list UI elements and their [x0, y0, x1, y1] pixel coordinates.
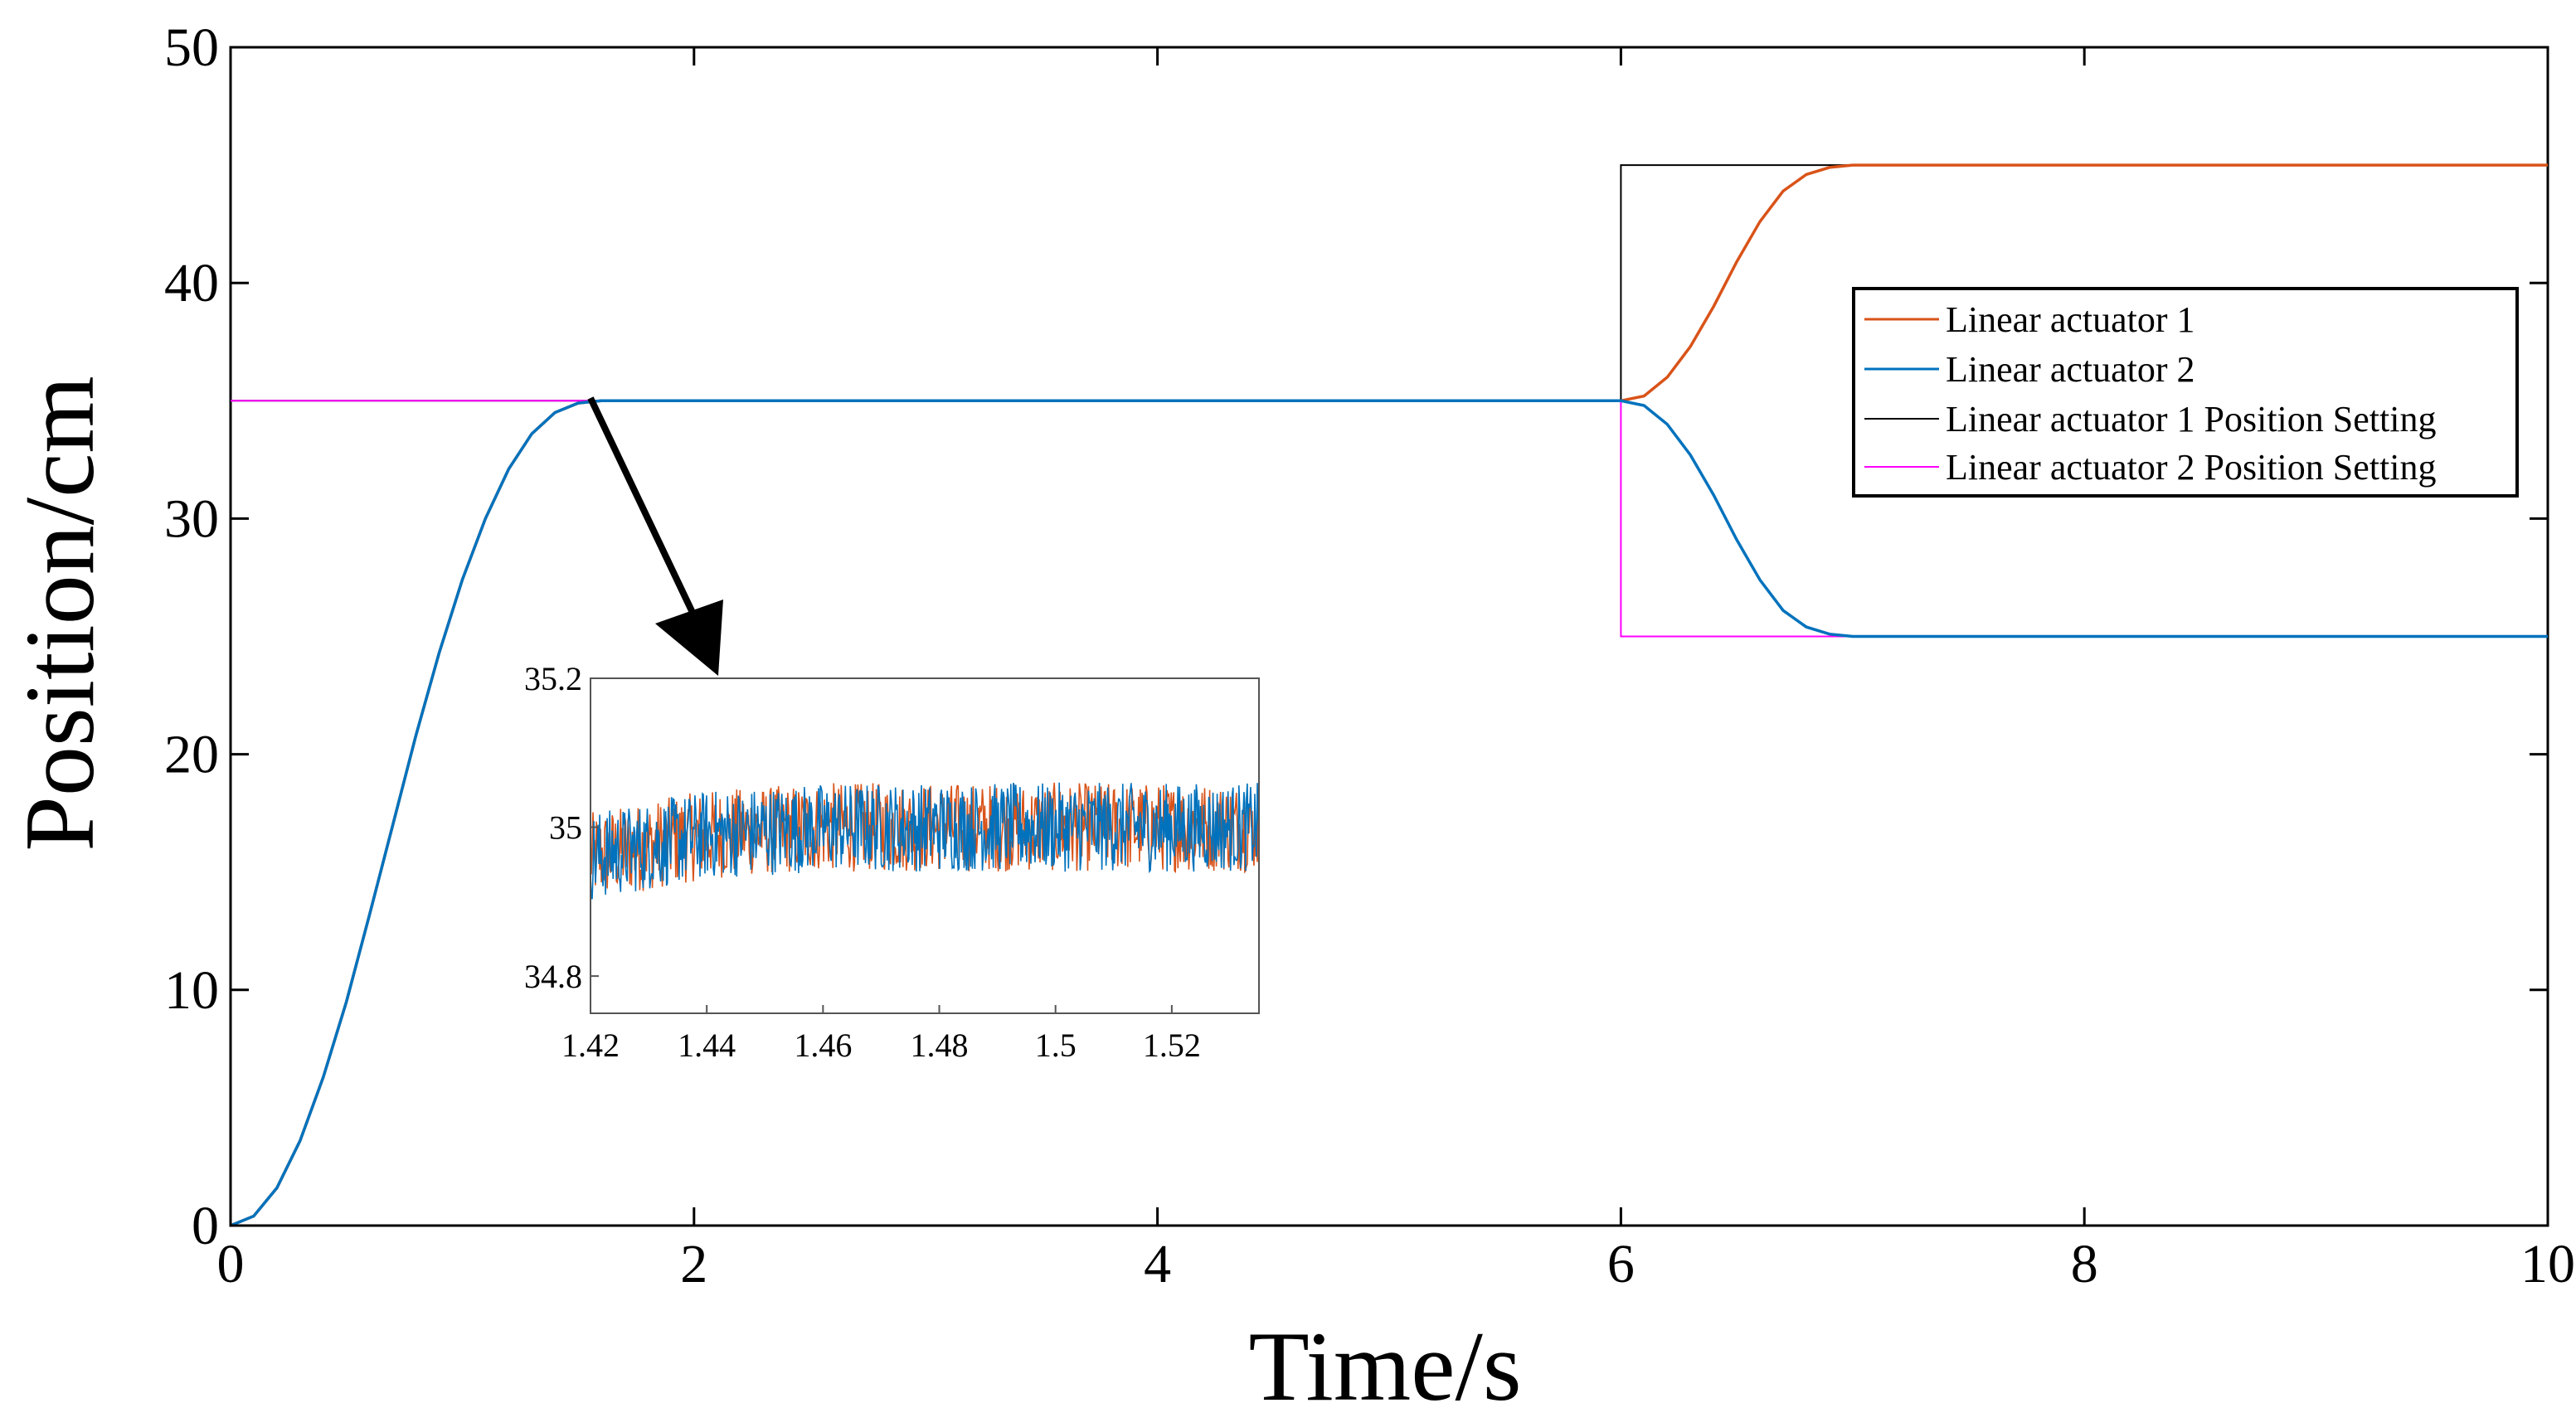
legend-box	[1852, 287, 2519, 498]
legend-label: Linear actuator 1	[1946, 299, 2195, 340]
x-tick-label: 8	[2071, 1234, 2098, 1294]
inset-x-tick-label: 1.5	[1035, 1027, 1077, 1064]
series-line-2	[230, 399, 2548, 1227]
zoom-arrow-shaft	[587, 396, 698, 619]
legend-label: Linear actuator 2	[1946, 349, 2195, 390]
x-axis-label: Time/s	[1248, 1311, 1521, 1408]
inset-axes: 1.42 1.44 1.46 1.48 1.5 1.52 34.8 35 35.2	[524, 660, 1260, 1064]
inset-x-tick-label: 1.42	[561, 1027, 620, 1064]
inset-y-tick-label: 35	[549, 809, 582, 847]
x-tick-label: 0	[217, 1234, 245, 1294]
zoom-arrow-head	[655, 600, 723, 676]
inset-series-group	[590, 782, 1260, 900]
inset-y-tick-label: 34.8	[524, 958, 582, 995]
inset-y-tick-label: 35.2	[524, 660, 582, 697]
y-tick-label: 20	[164, 725, 219, 785]
main-axes: 0 2 4 6 8 10 0 10 20 30 40 50	[164, 17, 2575, 1294]
y-tick-label: 10	[164, 960, 219, 1021]
inset-x-tick-label: 1.46	[794, 1027, 852, 1064]
inset-x-tick-label: 1.52	[1143, 1027, 1201, 1064]
legend-label: Linear actuator 2 Position Setting	[1946, 447, 2436, 488]
legend: Linear actuator 1 Linear actuator 2 Line…	[1852, 287, 2519, 498]
zoom-arrow	[587, 396, 723, 676]
main-series-group	[230, 163, 2548, 1227]
inset-series-line-2	[590, 782, 1260, 900]
y-tick-label: 30	[164, 488, 219, 549]
y-axis-label: Position/cm	[4, 376, 114, 851]
y-tick-label: 50	[164, 17, 219, 78]
y-tick-label: 0	[192, 1196, 219, 1256]
y-tick-label: 40	[164, 253, 219, 313]
x-tick-label: 10	[2520, 1234, 2575, 1294]
x-tick-label: 2	[680, 1234, 707, 1294]
x-tick-label: 6	[1607, 1234, 1635, 1294]
legend-entry: Linear actuator 1 Position Setting	[1864, 399, 2436, 439]
inset-ticks-group: 1.42 1.44 1.46 1.48 1.5 1.52 34.8 35 35.2	[524, 660, 1201, 1064]
inset-x-tick-label: 1.48	[911, 1027, 969, 1064]
legend-label: Linear actuator 1 Position Setting	[1946, 399, 2436, 439]
legend-entry: Linear actuator 1	[1864, 299, 2195, 340]
inset-x-tick-label: 1.44	[678, 1027, 736, 1064]
main-ticks-group: 0 2 4 6 8 10 0 10 20 30 40 50	[164, 17, 2575, 1294]
legend-entry: Linear actuator 2	[1864, 349, 2195, 390]
inset-plot-frame	[590, 677, 1260, 1014]
legend-entry: Linear actuator 2 Position Setting	[1864, 447, 2436, 488]
x-tick-label: 4	[1144, 1234, 1171, 1294]
